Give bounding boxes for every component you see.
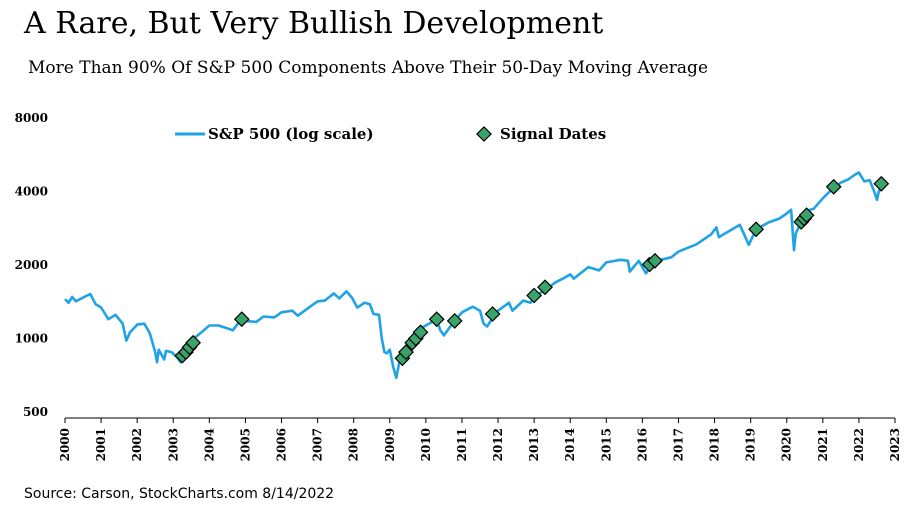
legend: S&P 500 (log scale) Signal Dates (175, 125, 606, 143)
signal-date-marker (446, 312, 463, 329)
signal-date-marker (798, 207, 815, 224)
x-tick-label: 2021 (816, 428, 830, 461)
x-tick-label: 2013 (527, 428, 541, 461)
signal-date-marker (825, 178, 842, 195)
x-tick-label: 2009 (383, 428, 397, 461)
signal-date-marker (412, 324, 429, 341)
y-tick-label: 2000 (15, 258, 48, 272)
x-tick-label: 2000 (58, 428, 72, 461)
y-axis-ticks: 8000 4000 2000 1000 500 (15, 111, 48, 419)
legend-label-signal-dates: Signal Dates (500, 125, 606, 143)
signal-date-marker (398, 344, 414, 361)
y-tick-label: 4000 (15, 185, 48, 199)
x-tick-label: 2011 (455, 428, 469, 461)
signal-date-marker (647, 252, 663, 269)
y-tick-label: 1000 (15, 332, 48, 346)
chart-title: A Rare, But Very Bullish Development (24, 6, 604, 41)
x-tick-label: 2014 (563, 428, 577, 461)
x-axis: 2000 2001 2002 2003 2004 2005 2006 2007 2008 2009… (58, 417, 902, 461)
x-tick-label: 2016 (635, 428, 649, 461)
legend-marker-swatch (476, 126, 492, 142)
x-tick-label: 2005 (238, 428, 252, 461)
x-tick-label: 2006 (275, 428, 289, 461)
legend-label-sp500: S&P 500 (log scale) (208, 125, 374, 143)
x-tick-label: 2003 (166, 428, 180, 461)
signal-date-marker (185, 334, 202, 351)
x-tick-label: 2004 (202, 428, 216, 461)
signal-date-marker (526, 287, 543, 304)
x-tick-label: 2023 (888, 428, 902, 461)
x-tick-label: 2020 (780, 428, 794, 461)
y-tick-label: 8000 (15, 111, 48, 125)
x-tick-label: 2007 (311, 428, 325, 461)
x-tick-label: 2001 (94, 428, 108, 461)
x-tick-label: 2002 (130, 428, 144, 461)
signal-date-marker (428, 311, 445, 328)
x-tick-label: 2017 (671, 428, 685, 461)
signal-date-marker (748, 221, 765, 238)
signal-date-marker (484, 306, 501, 322)
signal-date-marker (873, 175, 890, 192)
chart-subtitle: More Than 90% Of S&P 500 Components Abov… (28, 58, 708, 78)
x-tick-label: 2019 (744, 428, 758, 461)
x-tick-label: 2008 (347, 428, 361, 461)
x-tick-label: 2022 (852, 428, 866, 461)
y-tick-label: 500 (23, 405, 48, 419)
source-note: Source: Carson, StockCharts.com 8/14/202… (24, 486, 335, 502)
x-tick-label: 2012 (491, 428, 505, 461)
signal-markers-layer (174, 175, 890, 367)
signal-date-marker (233, 311, 250, 328)
signal-date-marker (537, 279, 553, 296)
x-tick-label: 2015 (599, 428, 613, 461)
x-tick-label: 2010 (419, 428, 433, 461)
x-tick-label: 2018 (708, 428, 722, 461)
